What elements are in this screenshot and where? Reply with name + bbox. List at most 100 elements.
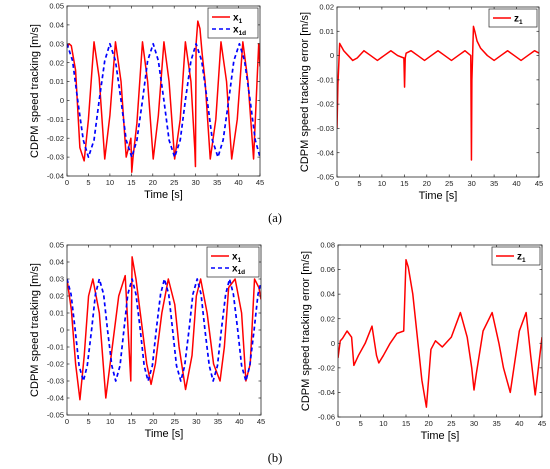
legend-label: x1 xyxy=(233,13,243,26)
y-tick-label: 0.02 xyxy=(49,292,64,301)
y-tick-label: -0.03 xyxy=(47,377,64,386)
chart-b-left: 0 5 10 15 20 25 30 35 40 45 -0.05 -0.04 -0.03 -0.02 -0… xyxy=(29,241,265,440)
y-tick-label: -0.04 xyxy=(317,148,334,157)
y-tick-label: 0.04 xyxy=(49,20,64,29)
x-tick-label: 20 xyxy=(149,178,157,187)
x-tick-label: 5 xyxy=(359,419,363,428)
legend-box xyxy=(206,246,260,278)
x-tick-label: 40 xyxy=(515,419,523,428)
y-tick-label: -0.02 xyxy=(318,363,335,372)
x-axis-label: Time [s] xyxy=(419,190,458,202)
y-tick-label: -0.02 xyxy=(47,360,64,369)
x-tick-label: 0 xyxy=(65,417,69,426)
x-tick-label: 25 xyxy=(170,178,178,187)
x-axis-label: Time [s] xyxy=(145,428,184,440)
plot-area xyxy=(337,7,539,177)
x-tick-label: 10 xyxy=(378,179,386,188)
series-line-x1d xyxy=(67,42,260,158)
plot-area xyxy=(338,245,542,417)
y-axis-label: CDPM speed tracking [m/s] xyxy=(29,263,41,397)
x-tick-label: 30 xyxy=(191,178,199,187)
y-tick-label: 0 xyxy=(330,51,334,60)
series-line-z1 xyxy=(337,25,539,161)
x-axis-label: Time [s] xyxy=(421,430,460,442)
y-tick-label: 0.03 xyxy=(49,39,64,48)
x-tick-label: 5 xyxy=(357,179,361,188)
legend-label: z1 xyxy=(514,14,523,27)
y-tick-label: -0.04 xyxy=(318,388,335,397)
y-tick-label: -0.01 xyxy=(47,343,64,352)
x-tick-label: 20 xyxy=(423,179,431,188)
legend-label: z1 xyxy=(517,252,526,265)
chart-b-right: 0 5 10 15 20 25 30 35 40 45 -0.06 -0.04 -0.02 0 0.02 0.… xyxy=(300,241,546,442)
y-tick-label: 0 xyxy=(331,339,335,348)
y-tick-label: -0.06 xyxy=(318,413,335,422)
y-tick-label: 0.01 xyxy=(49,77,64,86)
axes-frame xyxy=(66,5,261,177)
x-tick-label: 45 xyxy=(538,419,546,428)
y-tick-label: 0.06 xyxy=(320,265,335,274)
y-tick-label: -0.02 xyxy=(47,134,64,143)
y-tick-label: -0.01 xyxy=(317,75,334,84)
x-tick-label: 25 xyxy=(445,179,453,188)
x-tick-label: 0 xyxy=(335,179,339,188)
y-tick-label: -0.04 xyxy=(47,172,64,181)
x-tick-label: 30 xyxy=(467,179,475,188)
y-axis-label: CDPM speed tracking error [m/s] xyxy=(300,251,312,411)
series-line-x1 xyxy=(67,20,260,173)
y-tick-label: 0.03 xyxy=(49,275,64,284)
y-tick-label: 0.01 xyxy=(319,27,334,36)
x-tick-label: 20 xyxy=(424,419,432,428)
legend: z1 xyxy=(491,246,541,266)
x-axis-label: Time [s] xyxy=(144,189,183,201)
x-tick-label: 15 xyxy=(127,417,135,426)
x-tick-label: 35 xyxy=(490,179,498,188)
x-tick-label: 35 xyxy=(213,178,221,187)
x-tick-label: 40 xyxy=(234,178,242,187)
x-tick-label: 30 xyxy=(470,419,478,428)
x-tick-label: 45 xyxy=(256,178,264,187)
caption-a: (a) xyxy=(268,211,282,225)
axes-frame xyxy=(336,6,540,178)
y-tick-label: 0.02 xyxy=(49,58,64,67)
series-line-z1 xyxy=(338,258,542,408)
x-tick-label: 40 xyxy=(512,179,520,188)
caption-b: (b) xyxy=(268,451,283,465)
series-line-x1 xyxy=(67,256,261,401)
x-tick-label: 0 xyxy=(336,419,340,428)
y-tick-label: -0.05 xyxy=(317,173,334,182)
x-tick-label: 20 xyxy=(149,417,157,426)
y-tick-label: -0.04 xyxy=(47,394,64,403)
x-tick-label: 30 xyxy=(192,417,200,426)
x-tick-label: 35 xyxy=(492,419,500,428)
x-tick-label: 45 xyxy=(257,417,265,426)
legend-label: x1 xyxy=(232,252,242,265)
y-tick-label: 0.01 xyxy=(49,309,64,318)
x-tick-label: 40 xyxy=(235,417,243,426)
legend-box xyxy=(491,246,541,266)
x-tick-label: 15 xyxy=(127,178,135,187)
y-tick-label: -0.03 xyxy=(317,124,334,133)
x-tick-label: 15 xyxy=(402,419,410,428)
y-axis-label: CDPM speed tracking error [m/s] xyxy=(299,12,311,172)
y-tick-label: 0.04 xyxy=(320,290,335,299)
x-tick-label: 5 xyxy=(86,417,90,426)
y-tick-label: 0 xyxy=(60,326,64,335)
y-tick-label: 0.08 xyxy=(320,241,335,250)
y-tick-label: -0.01 xyxy=(47,115,64,124)
y-tick-label: -0.02 xyxy=(317,100,334,109)
y-tick-label: 0.02 xyxy=(320,314,335,323)
legend-box xyxy=(207,7,259,39)
x-tick-label: 10 xyxy=(106,417,114,426)
x-tick-label: 10 xyxy=(379,419,387,428)
x-tick-label: 25 xyxy=(447,419,455,428)
x-tick-label: 5 xyxy=(86,178,90,187)
x-tick-label: 35 xyxy=(214,417,222,426)
y-tick-label: 0 xyxy=(60,96,64,105)
y-tick-label: 0.02 xyxy=(319,3,334,12)
x-tick-label: 45 xyxy=(535,179,543,188)
chart-a-left: 0 5 10 15 20 25 30 35 40 45 -0.04 -0.03 -0.02 -0.01 0 0… xyxy=(29,2,264,201)
